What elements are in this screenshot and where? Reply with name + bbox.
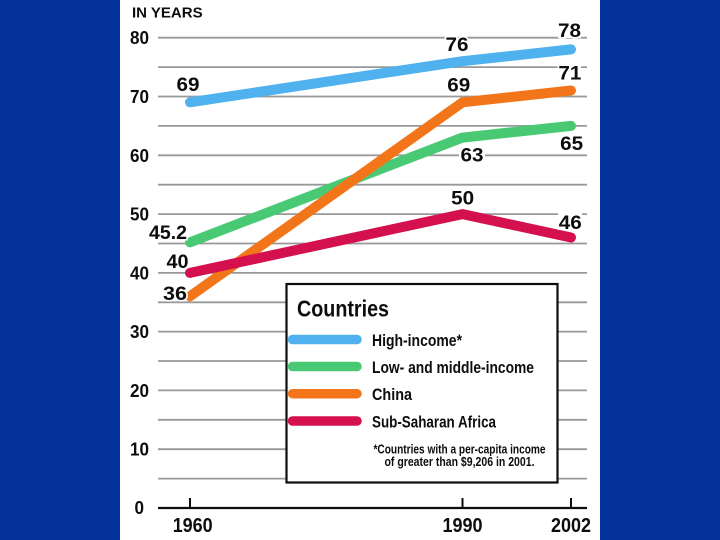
svg-text:30: 30 [130,322,149,342]
svg-text:71: 71 [558,63,581,84]
svg-text:40: 40 [130,263,149,283]
svg-text:65: 65 [560,134,583,155]
svg-text:Low- and middle-income: Low- and middle-income [372,358,534,377]
svg-text:20: 20 [130,381,149,401]
svg-text:0: 0 [135,498,145,518]
svg-text:63: 63 [461,146,484,167]
svg-text:76: 76 [446,35,469,56]
svg-text:10: 10 [130,440,149,460]
svg-text:45.2: 45.2 [149,223,187,244]
svg-text:50: 50 [130,205,149,225]
svg-text:2002: 2002 [551,515,591,537]
svg-text:1960: 1960 [173,515,213,537]
svg-text:High-income*: High-income* [372,331,462,350]
svg-text:40: 40 [167,252,189,273]
svg-text:Countries: Countries [297,296,389,322]
svg-text:China: China [372,385,412,404]
svg-text:60: 60 [130,146,149,166]
svg-text:69: 69 [177,75,200,96]
svg-text:69: 69 [447,76,470,97]
svg-text:*Countries with a per-capita i: *Countries with a per-capita income [374,443,546,457]
svg-text:IN YEARS: IN YEARS [132,5,203,22]
svg-text:50: 50 [451,188,474,209]
svg-text:46: 46 [559,213,582,234]
svg-text:1990: 1990 [443,515,483,537]
svg-text:70: 70 [130,87,149,107]
svg-text:Sub-Saharan Africa: Sub-Saharan Africa [372,413,496,432]
svg-text:36: 36 [163,284,187,305]
svg-text:78: 78 [558,21,581,42]
svg-text:80: 80 [130,28,149,48]
svg-text:of greater than $9,206 in 2001: of greater than $9,206 in 2001. [385,455,535,469]
